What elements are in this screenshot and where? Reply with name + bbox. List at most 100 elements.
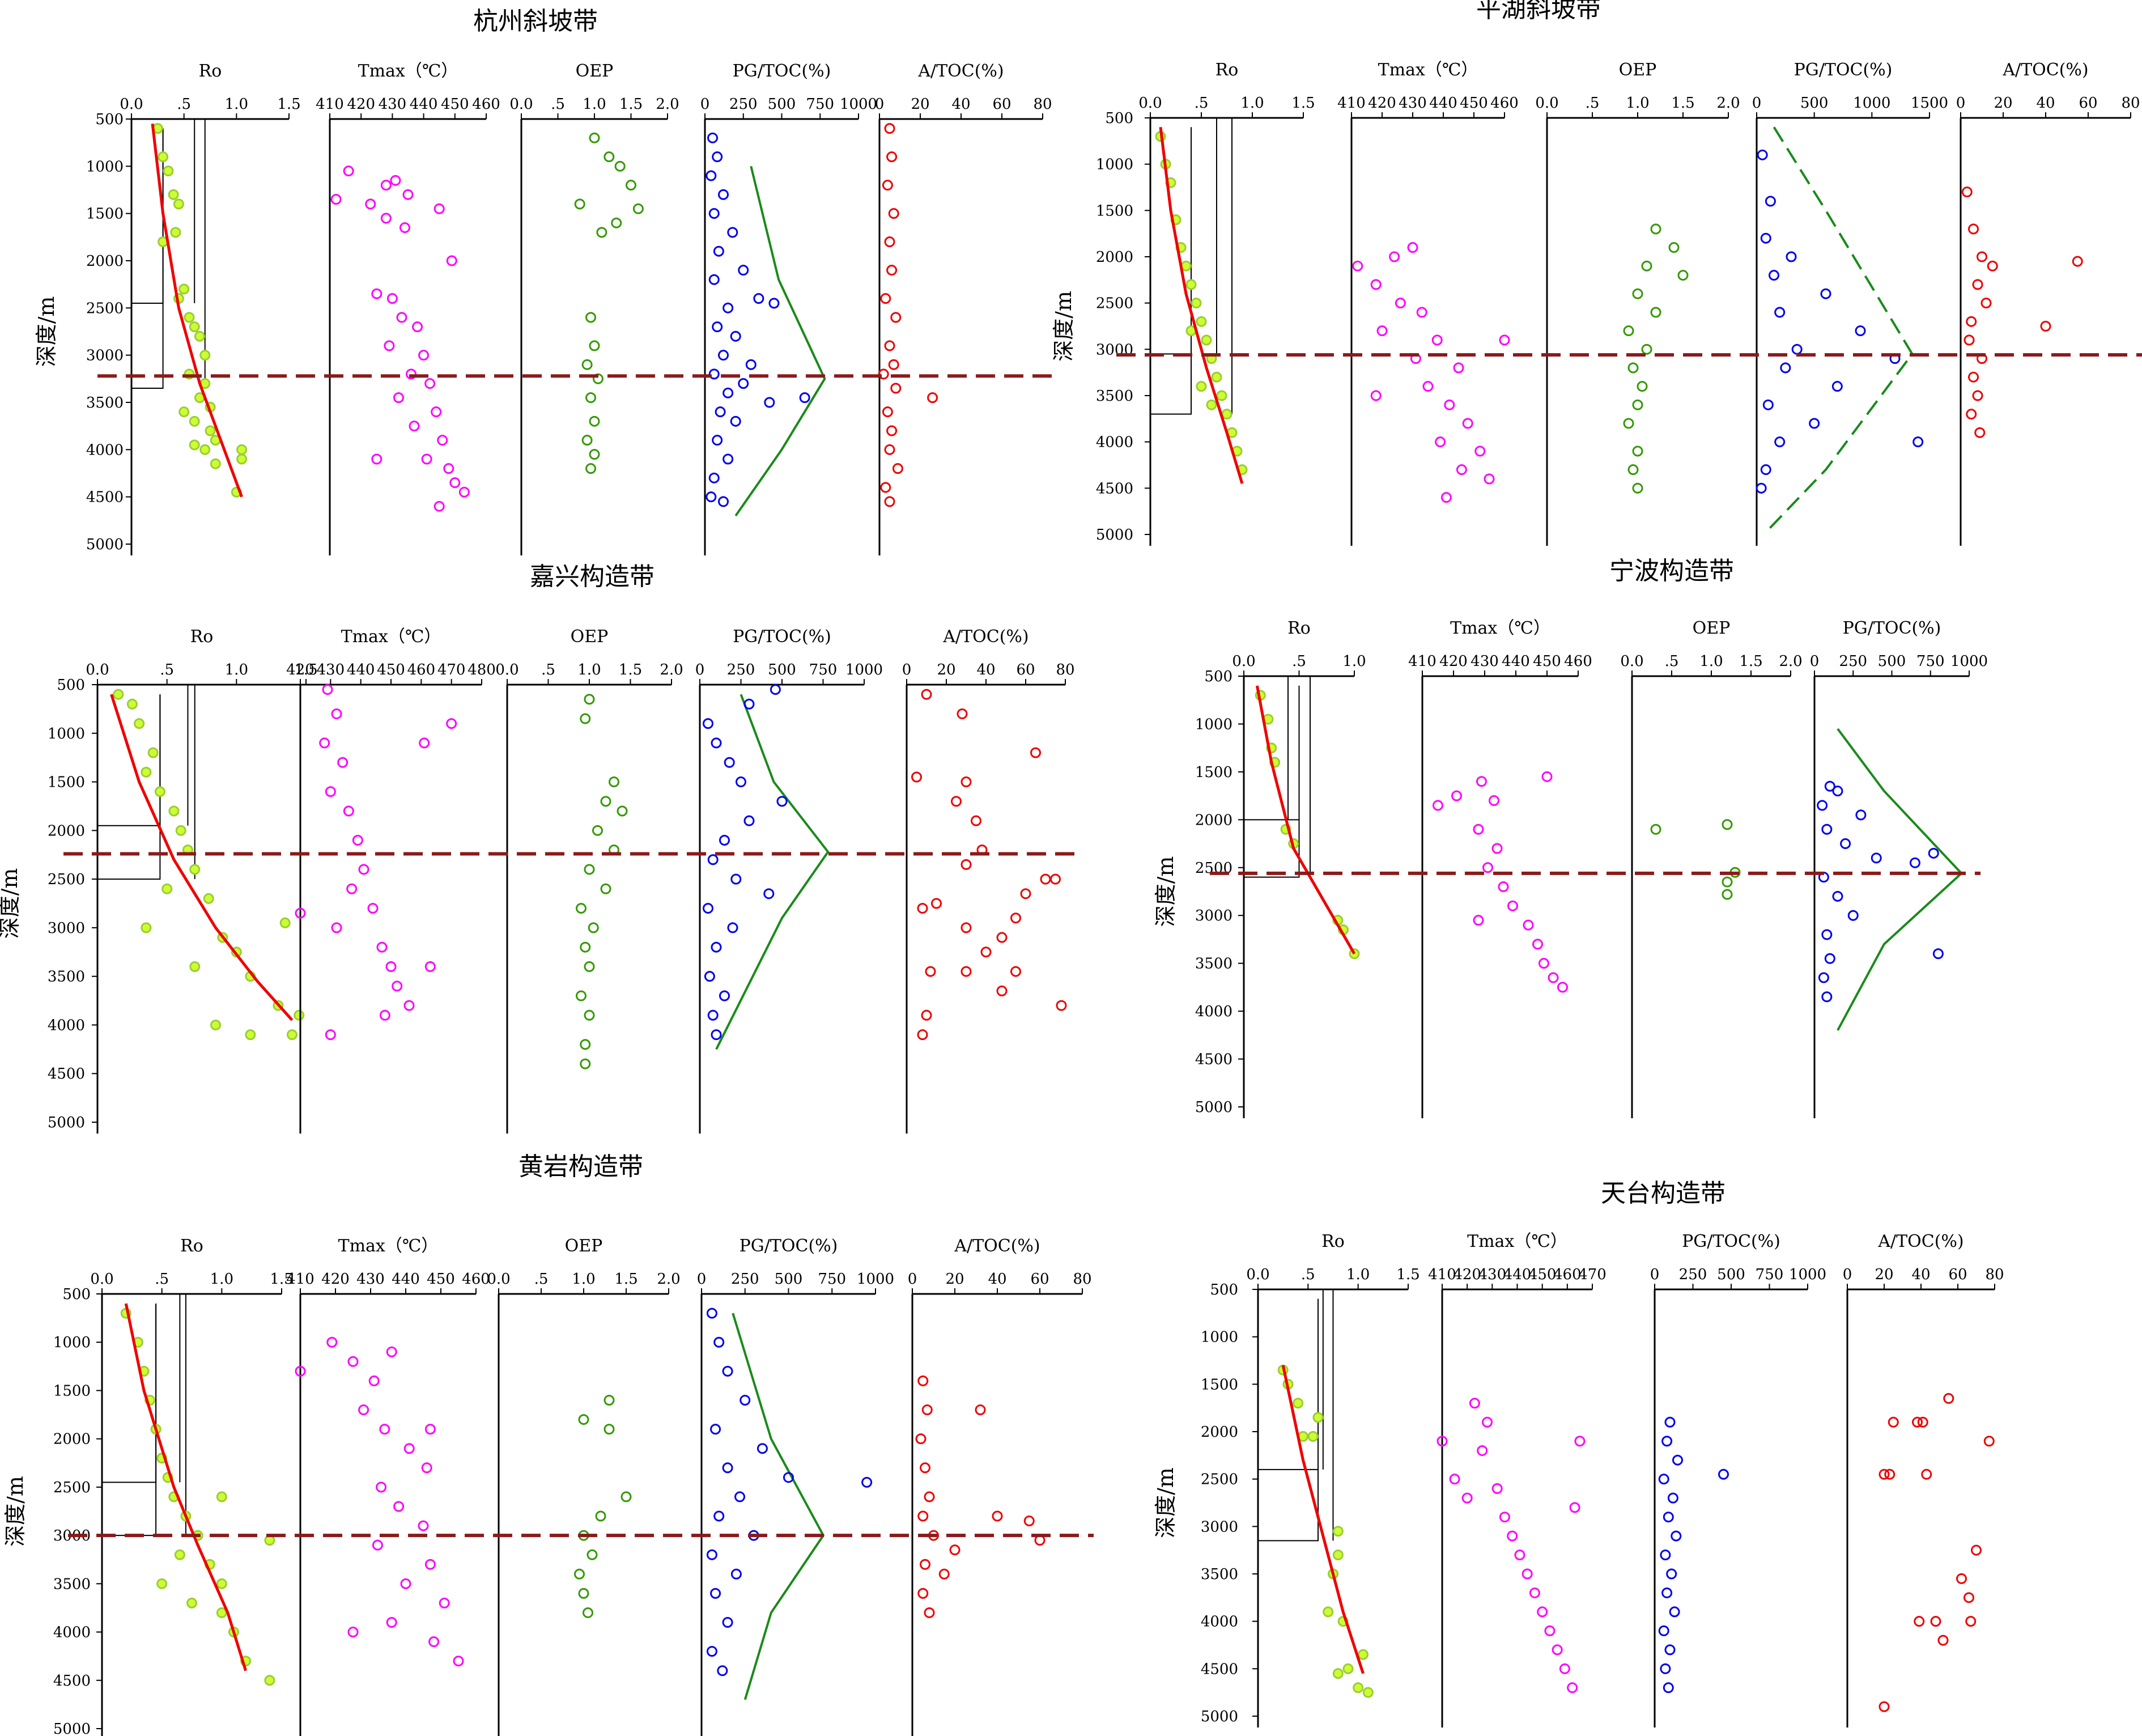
x-tick-label: 40: [976, 661, 995, 678]
depth-tick-label: 2000: [1096, 249, 1133, 266]
data-point: [574, 1568, 585, 1580]
data-point: [141, 766, 152, 778]
x-tick-label: 60: [1016, 661, 1035, 678]
data-point: [379, 1009, 390, 1021]
data-point: [396, 312, 407, 323]
data-point: [1641, 260, 1652, 271]
data-point: [1206, 399, 1217, 410]
data-point: [424, 1559, 436, 1570]
data-point: [1831, 381, 1843, 392]
data-point: [707, 132, 719, 143]
data-point: [756, 1443, 768, 1454]
data-point: [975, 1404, 986, 1416]
data-point: [1786, 251, 1797, 262]
data-point: [706, 1646, 717, 1657]
track-title: OEP: [576, 61, 614, 81]
data-point: [1660, 1550, 1671, 1561]
x-tick-label: .5: [1292, 653, 1306, 670]
track-title: A/TOC(%): [942, 627, 1028, 647]
depth-tick-label: 1500: [53, 1382, 91, 1399]
data-point: [1632, 445, 1643, 457]
x-tick-label: 0.0: [495, 661, 518, 678]
data-point: [385, 961, 397, 973]
data-point: [996, 932, 1008, 943]
data-point: [584, 694, 595, 705]
data-point: [453, 1656, 464, 1667]
data-point: [1498, 881, 1509, 893]
x-tick-label: 440: [1502, 653, 1530, 670]
data-point: [343, 805, 354, 817]
data-point: [917, 1375, 929, 1386]
data-point: [1010, 966, 1021, 977]
data-point: [1977, 251, 1987, 262]
track: A/TOC(%) 0 20 40 60 80: [1843, 1232, 2004, 1727]
x-tick-label: 250: [1839, 653, 1867, 670]
data-point: [1477, 1445, 1488, 1456]
track-title: A/TOC(%): [2002, 60, 2088, 80]
x-tick-label: 750: [1756, 1266, 1784, 1283]
data-point: [620, 1491, 632, 1502]
data-point: [1677, 270, 1689, 281]
data-point: [245, 1029, 256, 1041]
data-point: [1871, 852, 1882, 864]
data-point: [576, 990, 586, 1001]
data-point: [703, 718, 713, 729]
data-point: [439, 1597, 450, 1608]
x-tick-label: .5: [1301, 1266, 1315, 1283]
x-tick-label: 250: [727, 661, 755, 678]
x-tick-label: 20: [1994, 95, 2012, 112]
data-point: [712, 151, 723, 163]
x-tick-label: 20: [945, 1271, 964, 1288]
data-point: [1370, 279, 1382, 290]
data-point: [884, 236, 895, 248]
data-point: [924, 1491, 935, 1502]
data-point: [730, 873, 742, 885]
data-point: [1888, 1416, 1899, 1428]
data-point: [199, 444, 211, 455]
depth-tick-label: 4000: [48, 1017, 85, 1034]
depth-tick-label: 4500: [1195, 1051, 1232, 1068]
data-point: [322, 684, 333, 695]
data-point: [888, 208, 899, 219]
data-point: [368, 1375, 380, 1386]
data-point: [585, 463, 597, 474]
data-point: [925, 966, 936, 977]
data-point: [1020, 888, 1031, 899]
data-point: [1376, 325, 1388, 337]
data-point: [585, 392, 597, 404]
x-tick-label: 440: [1503, 1266, 1532, 1283]
panel-title: 黄岩构造带: [518, 1152, 643, 1181]
data-point: [708, 472, 720, 483]
data-point: [1932, 948, 1944, 960]
data-point: [421, 1462, 432, 1474]
x-tick-label: 500: [768, 96, 796, 113]
data-point: [371, 288, 382, 299]
data-point: [1930, 1616, 1941, 1627]
x-tick-label: 1.5: [1291, 95, 1315, 112]
data-point: [1664, 1416, 1676, 1428]
x-tick-label: 1.5: [614, 1271, 638, 1288]
x-tick-label: 500: [1800, 95, 1829, 112]
x-tick-label: 430: [1478, 1266, 1507, 1283]
x-tick-label: 430: [356, 1271, 385, 1288]
data-point: [719, 990, 730, 1001]
data-point: [141, 922, 152, 933]
data-point: [1370, 390, 1382, 401]
x-tick-label: 1000: [1789, 1266, 1826, 1283]
data-point: [170, 227, 181, 238]
data-point: [331, 708, 342, 719]
x-tick-label: .5: [1195, 95, 1209, 112]
data-point: [917, 1588, 929, 1599]
data-point: [706, 491, 717, 503]
track-title: Ro: [1287, 618, 1311, 638]
data-point: [203, 893, 214, 904]
data-point: [917, 1510, 929, 1522]
x-tick-label: 1.0: [1240, 95, 1264, 112]
hydrocarbon-generation-curve: [715, 694, 830, 1050]
data-point: [424, 961, 436, 973]
data-point: [1056, 1000, 1067, 1011]
depth-tick-label: 3500: [1201, 1566, 1238, 1583]
data-point: [1718, 1468, 1729, 1480]
data-point: [1760, 232, 1771, 244]
data-point: [921, 1009, 932, 1021]
